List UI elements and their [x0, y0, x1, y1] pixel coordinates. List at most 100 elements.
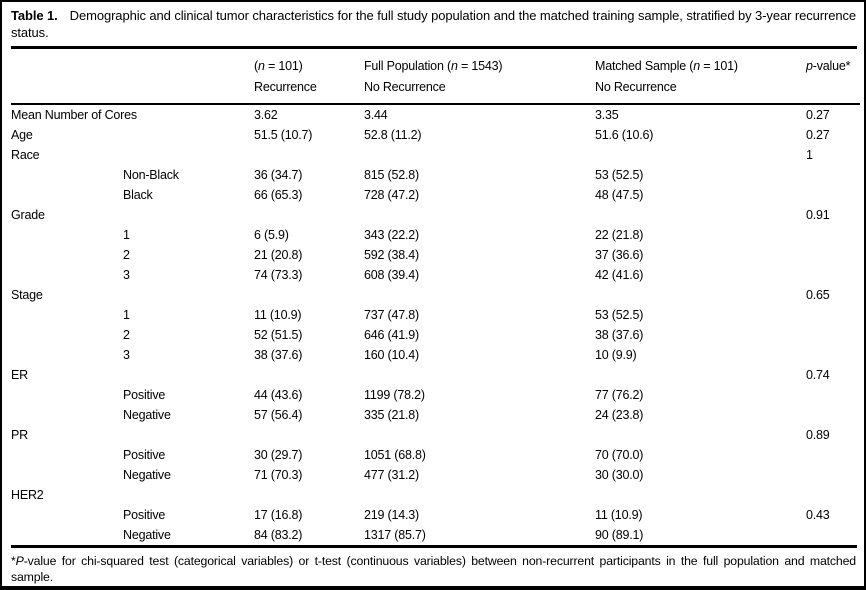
cell-matched-sample	[595, 485, 806, 505]
col-header-matched-sample-n: Matched Sample (n = 101)	[595, 59, 738, 73]
cell-p-value	[806, 165, 860, 185]
row-label	[11, 305, 123, 325]
cell-p-value: 0.27	[806, 108, 830, 122]
cell-matched-sample: 53 (52.5)	[595, 168, 644, 182]
cell-p-value: 0.27	[806, 128, 830, 142]
rule-below-caption	[11, 46, 857, 49]
row-label	[11, 345, 123, 365]
row-sublabel: Positive	[123, 508, 166, 522]
row-label: Age	[11, 128, 33, 142]
cell-full-population: 728 (47.2)	[364, 188, 419, 202]
cell-full-population	[364, 425, 595, 445]
cell-p-value	[806, 185, 860, 205]
cell-full-population: 343 (22.2)	[364, 228, 419, 242]
row-label: Stage	[11, 288, 43, 302]
cell-p-value	[806, 465, 860, 485]
row-sublabel	[123, 104, 254, 125]
cell-recurrence: 38 (37.6)	[254, 348, 303, 362]
cell-full-population: 335 (21.8)	[364, 408, 419, 422]
caption-text: Demographic and clinical tumor character…	[11, 8, 856, 40]
col-header-recurrence-label: Recurrence	[254, 80, 317, 94]
row-sublabel	[123, 125, 254, 145]
col-header-p-value-text: p-value*	[806, 59, 851, 73]
cell-full-population	[364, 485, 595, 505]
col-header-variable-empty	[11, 49, 123, 105]
col-header-p-value: p-value*	[806, 49, 860, 105]
table-row: Age 51.5 (10.7) 52.8 (11.2) 51.6 (10.6) 0.27	[11, 125, 860, 145]
cell-full-population: 646 (41.9)	[364, 328, 419, 342]
row-sublabel: 1	[123, 228, 130, 242]
row-sublabel: 3	[123, 268, 130, 282]
cell-matched-sample	[595, 425, 806, 445]
row-label	[11, 405, 123, 425]
cell-p-value	[806, 225, 860, 245]
row-label	[11, 445, 123, 465]
table-row: Stage 0.65	[11, 285, 860, 305]
cell-recurrence	[254, 285, 364, 305]
row-sublabel: Negative	[123, 468, 171, 482]
row-sublabel	[123, 365, 254, 385]
cell-matched-sample	[595, 365, 806, 385]
cell-recurrence: 21 (20.8)	[254, 248, 303, 262]
cell-matched-sample	[595, 145, 806, 165]
cell-recurrence: 51.5 (10.7)	[254, 128, 313, 142]
row-sublabel: Positive	[123, 448, 166, 462]
row-label	[11, 165, 123, 185]
cell-matched-sample	[595, 285, 806, 305]
cell-matched-sample: 38 (37.6)	[595, 328, 644, 342]
table-row: 3 74 (73.3) 608 (39.4) 42 (41.6)	[11, 265, 860, 285]
table-row: 1 11 (10.9) 737 (47.8) 53 (52.5)	[11, 305, 860, 325]
row-sublabel	[123, 485, 254, 505]
cell-recurrence: 17 (16.8)	[254, 508, 303, 522]
cell-p-value: 0.91	[806, 208, 830, 222]
cell-p-value: 0.65	[806, 288, 830, 302]
table-row: Positive 17 (16.8) 219 (14.3) 11 (10.9) 0.43	[11, 505, 860, 525]
cell-full-population: 1199 (78.2)	[364, 388, 425, 402]
row-label	[11, 465, 123, 485]
cell-matched-sample: 48 (47.5)	[595, 188, 644, 202]
cell-p-value	[806, 525, 860, 545]
cell-full-population: 477 (31.2)	[364, 468, 419, 482]
cell-recurrence: 44 (43.6)	[254, 388, 303, 402]
row-label: Grade	[11, 208, 45, 222]
cell-matched-sample: 30 (30.0)	[595, 468, 644, 482]
cell-full-population: 1051 (68.8)	[364, 448, 426, 462]
header-row: (n = 101) Recurrence Full Population (n …	[11, 49, 860, 105]
cell-matched-sample: 42 (41.6)	[595, 268, 644, 282]
cell-matched-sample: 3.35	[595, 108, 619, 122]
cell-recurrence: 6 (5.9)	[254, 228, 289, 242]
cell-p-value: 1	[806, 148, 813, 162]
row-label	[11, 505, 123, 525]
table-row: Negative 71 (70.3) 477 (31.2) 30 (30.0)	[11, 465, 860, 485]
demographics-table: (n = 101) Recurrence Full Population (n …	[11, 49, 860, 545]
table-row: Negative 57 (56.4) 335 (21.8) 24 (23.8)	[11, 405, 860, 425]
cell-recurrence: 84 (83.2)	[254, 528, 303, 542]
col-header-recurrence: (n = 101) Recurrence	[254, 49, 364, 105]
cell-matched-sample: 51.6 (10.6)	[595, 128, 654, 142]
row-sublabel: Negative	[123, 528, 171, 542]
table-row: ER 0.74	[11, 365, 860, 385]
cell-full-population	[364, 365, 595, 385]
cell-recurrence: 52 (51.5)	[254, 328, 303, 342]
row-sublabel: Negative	[123, 408, 171, 422]
table-row: 2 52 (51.5) 646 (41.9) 38 (37.6)	[11, 325, 860, 345]
table-row: 1 6 (5.9) 343 (22.2) 22 (21.8)	[11, 225, 860, 245]
row-label	[11, 265, 123, 285]
row-label	[11, 525, 123, 545]
row-sublabel: Black	[123, 188, 153, 202]
row-sublabel	[123, 285, 254, 305]
table-row: Grade 0.91	[11, 205, 860, 225]
cell-recurrence	[254, 205, 364, 225]
cell-p-value	[806, 265, 860, 285]
rule-above-footnote	[11, 545, 857, 548]
table-row: 2 21 (20.8) 592 (38.4) 37 (36.6)	[11, 245, 860, 265]
cell-recurrence: 30 (29.7)	[254, 448, 303, 462]
row-label	[11, 225, 123, 245]
row-sublabel: 2	[123, 248, 130, 262]
row-sublabel: Non-Black	[123, 168, 179, 182]
row-sublabel: 1	[123, 308, 130, 322]
cell-p-value	[806, 325, 860, 345]
col-header-sublabel-empty	[123, 49, 254, 105]
row-label	[11, 245, 123, 265]
cell-recurrence	[254, 365, 364, 385]
